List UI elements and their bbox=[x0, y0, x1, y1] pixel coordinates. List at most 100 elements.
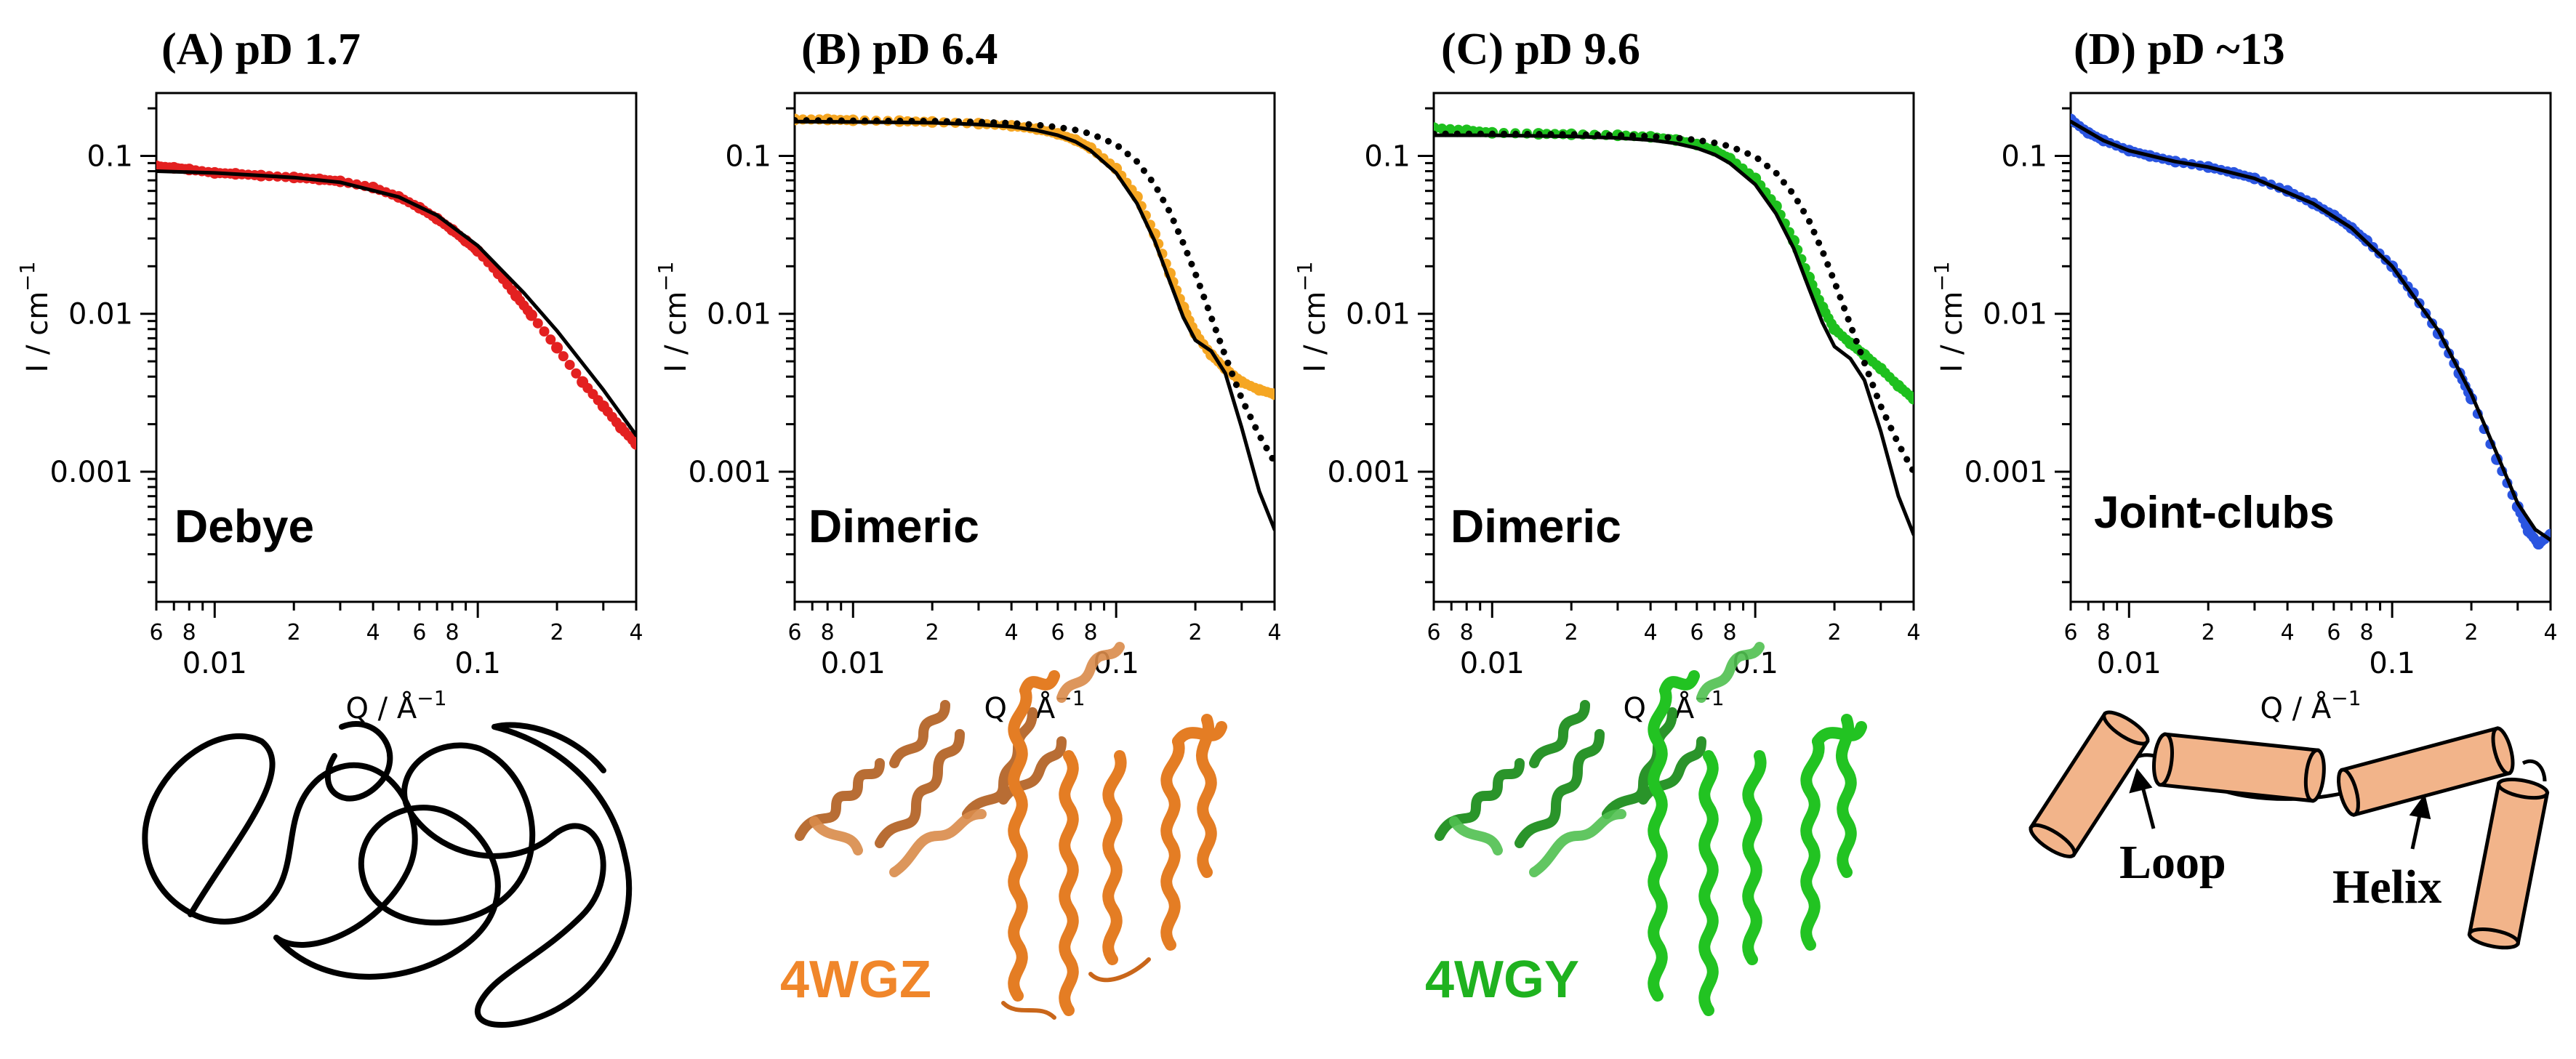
x-minor-tick-label: 2 bbox=[1828, 620, 1842, 645]
y-axis-label: I / cm−1 bbox=[1930, 262, 1969, 373]
y-axis-label: I / cm−1 bbox=[15, 262, 55, 373]
pdb-label-4wgy: 4WGY bbox=[1425, 951, 1579, 1009]
x-minor-tick-label: 6 bbox=[2063, 620, 2077, 645]
y-axis-label: I / cm−1 bbox=[1293, 262, 1332, 373]
panel-b-model-label: Dimeric bbox=[808, 500, 979, 552]
x-major-tick-label: 0.1 bbox=[2369, 647, 2415, 680]
y-axis-label: I / cm−1 bbox=[654, 262, 693, 373]
panel-c-title: (C) pD 9.6 bbox=[1441, 25, 1640, 74]
y-axis-label-exponent: −1 bbox=[1930, 262, 1954, 291]
helix-cylinder-1 bbox=[2029, 710, 2150, 858]
loop-label: Loop bbox=[2119, 836, 2226, 889]
x-minor-tick-label: 6 bbox=[1427, 620, 1440, 645]
coil-icon bbox=[142, 721, 633, 1028]
x-major-tick-label: 0.01 bbox=[1460, 647, 1525, 680]
x-minor-tick-label: 2 bbox=[2202, 620, 2215, 645]
x-major-tick-label: 0.01 bbox=[821, 647, 886, 680]
y-tick-label: 0.1 bbox=[2001, 140, 2047, 173]
x-minor-tick-label: 8 bbox=[2360, 620, 2374, 645]
y-axis-label-exponent: −1 bbox=[15, 262, 39, 291]
monomer-model-curve bbox=[1434, 130, 1914, 475]
green-protein-icon: 4WGY bbox=[1425, 642, 1867, 1016]
x-minor-tick-label: 6 bbox=[412, 620, 426, 645]
data-point bbox=[532, 318, 543, 329]
helix-cylinder-4 bbox=[2467, 777, 2550, 950]
helix-label: Helix bbox=[2332, 861, 2441, 914]
y-tick-label: 0.01 bbox=[68, 298, 133, 331]
x-minor-tick-label: 4 bbox=[1267, 620, 1281, 645]
panel-c-model-label: Dimeric bbox=[1450, 500, 1621, 552]
x-axis-label: Q / Å−1 bbox=[345, 686, 446, 725]
x-minor-tick-label: 4 bbox=[366, 620, 380, 645]
x-major-tick-label: 0.01 bbox=[182, 647, 247, 680]
x-minor-tick-label: 4 bbox=[1906, 620, 1920, 645]
y-tick-label: 0.001 bbox=[1327, 456, 1411, 489]
x-minor-tick-label: 8 bbox=[821, 620, 835, 645]
x-minor-tick-label: 4 bbox=[2281, 620, 2295, 645]
data-point bbox=[551, 342, 563, 354]
x-minor-tick-label: 2 bbox=[287, 620, 301, 645]
x-axis-label: Q / Å−1 bbox=[2260, 686, 2361, 725]
panel-b-title: (B) pD 6.4 bbox=[801, 25, 998, 74]
x-minor-tick-label: 8 bbox=[182, 620, 196, 645]
x-major-tick-label: 0.1 bbox=[454, 647, 501, 680]
series-layer bbox=[795, 113, 1275, 532]
x-major-tick-label: 0.01 bbox=[2097, 647, 2162, 680]
data-point bbox=[526, 309, 538, 321]
x-minor-tick-label: 4 bbox=[1644, 620, 1658, 645]
plot-frame bbox=[793, 92, 1276, 603]
y-tick-label: 0.01 bbox=[1346, 298, 1411, 331]
x-minor-tick-label: 4 bbox=[2543, 620, 2557, 645]
series-layer bbox=[2071, 113, 2551, 550]
y-axis-label-exponent: −1 bbox=[1293, 262, 1317, 291]
data-point bbox=[630, 438, 636, 450]
x-minor-tick-label: 2 bbox=[926, 620, 939, 645]
fit-curve bbox=[1434, 133, 1914, 536]
data-point bbox=[564, 359, 575, 370]
fit-curve bbox=[2071, 119, 2551, 542]
pdb-label-4wgz: 4WGZ bbox=[780, 951, 931, 1009]
panel-d-model-label: Joint-clubs bbox=[2094, 488, 2335, 538]
panel-a-title: (A) pD 1.7 bbox=[161, 25, 361, 74]
y-tick-label: 0.1 bbox=[725, 140, 771, 173]
data-point bbox=[545, 334, 556, 345]
y-tick-label: 0.01 bbox=[1983, 298, 2047, 331]
x-minor-tick-label: 2 bbox=[2465, 620, 2479, 645]
y-tick-label: 0.001 bbox=[49, 456, 133, 489]
fit-curve bbox=[156, 169, 636, 438]
x-minor-tick-label: 8 bbox=[2097, 620, 2111, 645]
data-point bbox=[571, 368, 582, 379]
x-minor-tick-label: 6 bbox=[149, 620, 163, 645]
joint-clubs-icon: Loop Helix bbox=[2029, 710, 2550, 950]
x-minor-tick-label: 6 bbox=[1051, 620, 1064, 645]
orange-protein-icon: 4WGZ bbox=[780, 642, 1227, 1020]
y-axis-label-exponent: −1 bbox=[654, 262, 678, 291]
x-minor-tick-label: 8 bbox=[446, 620, 460, 645]
x-minor-tick-label: 2 bbox=[550, 620, 564, 645]
plot-frame bbox=[2069, 92, 2552, 603]
data-point bbox=[1908, 392, 1914, 405]
y-tick-label: 0.001 bbox=[688, 456, 771, 489]
x-minor-tick-label: 6 bbox=[1690, 620, 1704, 645]
x-minor-tick-label: 8 bbox=[1460, 620, 1474, 645]
y-tick-label: 0.01 bbox=[707, 298, 771, 331]
helix-cylinder-2 bbox=[2152, 732, 2326, 803]
series-layer bbox=[156, 160, 636, 450]
panel-a-model-label: Debye bbox=[174, 500, 314, 552]
fit-curve bbox=[795, 119, 1275, 532]
data-point bbox=[1269, 388, 1275, 400]
data-point bbox=[558, 351, 569, 362]
x-minor-tick-label: 8 bbox=[1084, 620, 1098, 645]
y-tick-label: 0.1 bbox=[1364, 140, 1411, 173]
data-point bbox=[539, 326, 550, 337]
x-minor-tick-label: 4 bbox=[1005, 620, 1019, 645]
